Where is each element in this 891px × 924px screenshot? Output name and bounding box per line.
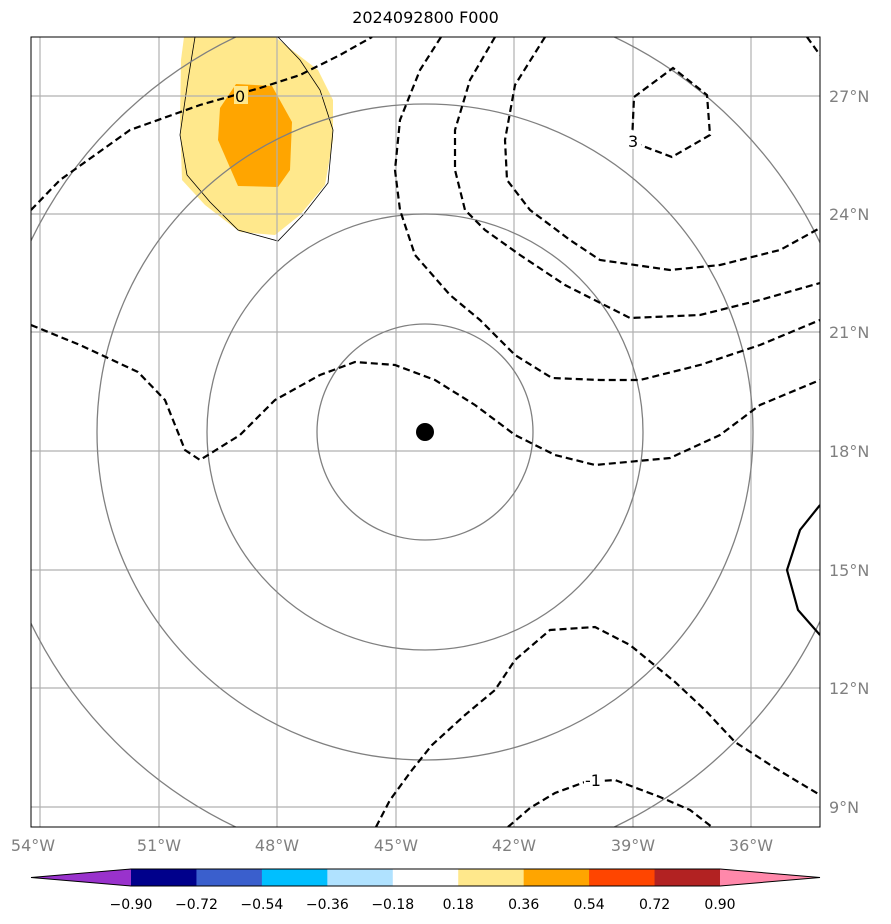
lat-tick: 18°N — [829, 442, 869, 461]
colorbar-extend-high — [720, 869, 820, 886]
contour-label-3: 3 — [628, 132, 638, 151]
colorbar-tick-label: 0.36 — [508, 897, 539, 913]
lat-tick: 12°N — [829, 679, 869, 698]
latitude-tick-labels: 27°N 24°N 21°N 18°N 15°N 12°N 9°N — [829, 87, 869, 817]
contour-upper-1 — [393, 37, 820, 382]
colorbar-segment — [131, 869, 197, 886]
storm-center-marker — [416, 423, 434, 441]
contour-upper-4 — [806, 37, 820, 56]
colorbar-tick-label: −0.18 — [371, 897, 414, 913]
zero-contour-solid — [179, 37, 334, 242]
colorbar — [30, 868, 821, 887]
range-ring-2 — [206, 213, 644, 651]
contour-solid-right — [785, 504, 820, 636]
contour-three-hex — [630, 66, 712, 159]
lat-tick: 9°N — [829, 798, 859, 817]
colorbar-segment — [523, 869, 590, 886]
lat-tick: 15°N — [829, 561, 869, 580]
colorbar-segment — [589, 869, 656, 886]
contour-label-bg — [627, 131, 641, 149]
colorbar-tick-labels: −0.90 −0.72 −0.54 −0.36 −0.18 0.18 0.36 0.54 0.7… — [110, 897, 736, 913]
colorbar-tick-label: −0.72 — [175, 897, 218, 913]
colorbar-segment — [327, 869, 394, 886]
range-ring-1 — [316, 323, 534, 541]
shaded-region-dark — [218, 84, 292, 187]
lon-tick: 42°W — [492, 836, 536, 855]
lon-tick: 36°W — [729, 836, 773, 855]
lat-tick: 24°N — [829, 205, 869, 224]
colorbar-segment — [392, 869, 459, 886]
contour-upper-2 — [453, 37, 820, 320]
colorbar-segment — [196, 869, 263, 886]
colorbar-tick-label: −0.54 — [240, 897, 283, 913]
contour-label-bg — [584, 771, 604, 789]
lon-tick: 48°W — [255, 836, 299, 855]
colorbar-segment — [261, 869, 328, 886]
lat-lon-grid — [31, 37, 820, 827]
lat-tick: 21°N — [829, 323, 869, 342]
map-title: 2024092800 F000 — [352, 8, 499, 27]
colorbar-extend-low — [31, 869, 131, 886]
map-plot-area: 0 3 -1 — [31, 37, 820, 827]
colorbar-tick-label: 0.54 — [574, 897, 605, 913]
colorbar-tick-label: 0.90 — [704, 897, 735, 913]
longitude-tick-labels: 54°W 51°W 48°W 45°W 42°W 39°W 36°W — [11, 836, 773, 855]
contour-upper-3 — [503, 37, 820, 272]
colorbar-tick-label: 0.18 — [443, 897, 474, 913]
contour-lower — [375, 625, 820, 827]
range-ring-3 — [96, 103, 754, 761]
lat-tick: 27°N — [829, 87, 869, 106]
contour-label-bg — [234, 86, 248, 104]
colorbar-tick-label: 0.72 — [639, 897, 670, 913]
contour-middle — [31, 323, 820, 467]
contour-zero-dashed — [31, 37, 373, 211]
lon-tick: 45°W — [374, 836, 418, 855]
range-rings — [31, 37, 820, 827]
colorbar-segment — [458, 869, 525, 886]
colorbar-tick-label: −0.90 — [110, 897, 153, 913]
lon-tick: 51°W — [137, 836, 181, 855]
lon-tick: 39°W — [611, 836, 655, 855]
colorbar-segment — [654, 869, 721, 886]
map-frame — [30, 36, 821, 828]
colorbar-tick-label: −0.36 — [306, 897, 349, 913]
contour-label-minus-1: -1 — [585, 771, 601, 790]
contour-label-0: 0 — [235, 87, 245, 106]
colorbar-outline — [30, 868, 821, 887]
lon-tick: 54°W — [11, 836, 55, 855]
